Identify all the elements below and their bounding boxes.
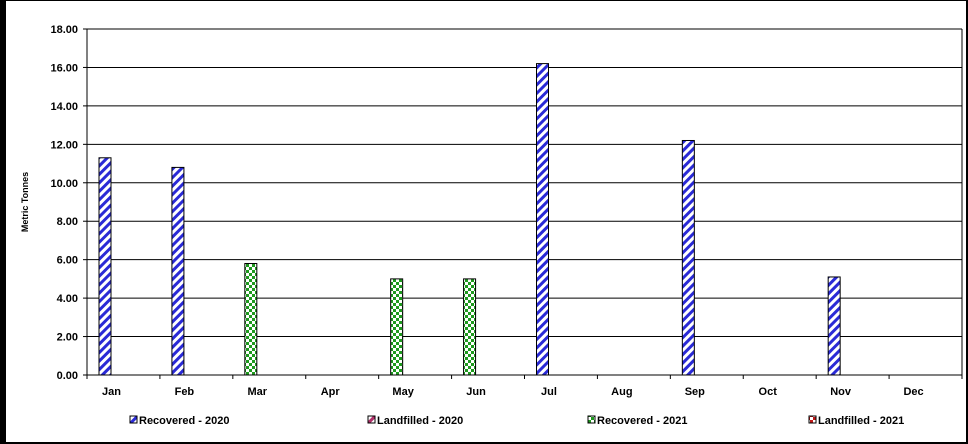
legend-label-1: Landfilled - 2020 — [377, 415, 463, 427]
bar-recovered-2021-jun — [463, 278, 477, 376]
legend: Recovered - 2020 Landfilled - 2020 Recover… — [129, 415, 904, 427]
legend-swatch-0 — [129, 415, 138, 424]
legend-swatch-2 — [587, 415, 596, 424]
y-tick-label: 4.00 — [57, 293, 78, 305]
legend-label-0: Recovered - 2020 — [139, 415, 230, 427]
x-tick-label-mar: Mar — [248, 386, 268, 398]
y-tick-label: 8.00 — [57, 216, 78, 228]
x-tick-label-jun: Jun — [466, 386, 486, 398]
bar-recovered-2021-may — [390, 278, 404, 376]
y-tick-label: 16.00 — [50, 62, 78, 74]
bar-recovered-2020-feb — [171, 166, 185, 376]
x-tick-label-aug: Aug — [611, 386, 632, 398]
y-tick-label: 2.00 — [57, 332, 78, 344]
x-tick-label-apr: Apr — [321, 386, 341, 398]
x-tick-label-jul: Jul — [541, 386, 557, 398]
gridlines — [87, 28, 962, 338]
y-tick-label: 0.00 — [57, 370, 78, 382]
y-tick-label: 12.00 — [50, 139, 78, 151]
legend-label-3: Landfilled - 2021 — [818, 415, 904, 427]
x-tick-label-sep: Sep — [685, 386, 705, 398]
bar-recovered-2020-jan — [98, 157, 112, 376]
bar-recovered-2020-jul — [536, 63, 549, 376]
y-tick-label: 6.00 — [57, 255, 78, 267]
x-tick-label-may: May — [392, 386, 414, 398]
x-tick-label-oct: Oct — [759, 386, 778, 398]
legend-label-2: Recovered - 2021 — [597, 415, 688, 427]
y-tick-label: 18.00 — [50, 24, 78, 36]
x-tick-label-nov: Nov — [830, 386, 852, 398]
bars — [98, 63, 841, 376]
bar-recovered-2021-mar — [244, 263, 258, 376]
bar-recovered-2020-nov — [827, 276, 841, 376]
y-axis-label: Metric Tonnes — [20, 172, 30, 232]
axes — [83, 28, 963, 379]
x-tick-labels: Jan Feb Mar Apr May Jun Jul Aug Sep Oct Nov Dec — [102, 386, 924, 398]
legend-swatch-3 — [808, 415, 817, 424]
x-tick-label-jan: Jan — [102, 386, 121, 398]
x-tick-label-dec: Dec — [903, 386, 923, 398]
y-tick-label: 10.00 — [50, 178, 78, 190]
y-tick-label: 14.00 — [50, 101, 78, 113]
legend-swatch-1 — [367, 415, 376, 424]
x-tick-label-feb: Feb — [175, 386, 195, 398]
y-tick-labels: 0.00 2.00 4.00 6.00 8.00 10.00 12.00 14.00 16.00… — [50, 24, 78, 382]
bar-recovered-2020-sep — [681, 139, 695, 376]
